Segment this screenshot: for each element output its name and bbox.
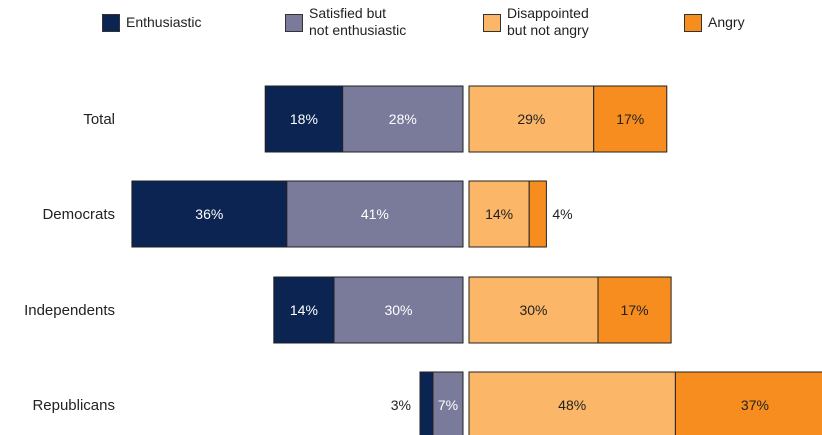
legend-swatch-enthusiastic bbox=[102, 14, 120, 32]
bar-independents-angry bbox=[597, 276, 672, 344]
bar-republicans-disappointed bbox=[468, 371, 676, 435]
bar-republicans-satisfied-but bbox=[432, 371, 464, 435]
bar-independents-enthusiastic bbox=[273, 276, 335, 344]
data-label-democrats-satisfied-but: 41% bbox=[361, 206, 389, 222]
legend-label-angry: Angry bbox=[708, 14, 745, 30]
data-label-democrats-disappointed: 14% bbox=[485, 206, 513, 222]
bar-independents-satisfied-but bbox=[333, 276, 464, 344]
data-label-independents-enthusiastic: 14% bbox=[290, 302, 318, 318]
legend-swatch-disappointed bbox=[483, 14, 501, 32]
data-label-democrats-angry: 4% bbox=[552, 206, 572, 222]
bar-democrats-satisfied-but bbox=[286, 180, 464, 248]
data-label-republicans-enthusiastic: 3% bbox=[391, 397, 411, 413]
bar-total-enthusiastic bbox=[264, 85, 344, 153]
data-label-republicans-disappointed: 48% bbox=[558, 397, 586, 413]
bar-democrats-enthusiastic bbox=[131, 180, 288, 248]
legend-item-disappointed: Disappointed but not angry bbox=[483, 5, 589, 39]
bar-republicans-enthusiastic bbox=[419, 371, 434, 435]
bars-layer bbox=[131, 85, 822, 435]
category-label-total: Total bbox=[83, 111, 115, 128]
legend-item-enthusiastic: Enthusiastic bbox=[102, 5, 201, 32]
data-label-total-satisfied-but: 28% bbox=[389, 111, 417, 127]
category-label-independents: Independents bbox=[24, 302, 115, 319]
bar-total-angry bbox=[593, 85, 668, 153]
bar-total-satisfied-but bbox=[342, 85, 464, 153]
data-label-total-enthusiastic: 18% bbox=[290, 111, 318, 127]
category-label-republicans: Republicans bbox=[32, 397, 115, 414]
bar-democrats-angry bbox=[528, 180, 547, 248]
bar-democrats-disappointed bbox=[468, 180, 530, 248]
legend-swatch-satisfied bbox=[285, 14, 303, 32]
legend-swatch-angry bbox=[684, 14, 702, 32]
bar-republicans-angry bbox=[674, 371, 822, 435]
data-label-total-disappointed: 29% bbox=[517, 111, 545, 127]
data-label-independents-angry: 17% bbox=[621, 302, 649, 318]
legend-label-disappointed: Disappointed but not angry bbox=[507, 5, 589, 38]
legend-item-angry: Angry bbox=[684, 5, 745, 32]
legend-label-enthusiastic: Enthusiastic bbox=[126, 14, 202, 30]
data-label-democrats-enthusiastic: 36% bbox=[195, 206, 223, 222]
data-label-independents-satisfied-but: 30% bbox=[384, 302, 412, 318]
data-label-total-angry: 17% bbox=[616, 111, 644, 127]
category-label-democrats: Democrats bbox=[42, 206, 115, 223]
bar-independents-disappointed bbox=[468, 276, 599, 344]
data-label-republicans-angry: 37% bbox=[741, 397, 769, 413]
labels-layer: Total 28% 18% 29% 17% Democrats 41% 36% 14% 4% Ind… bbox=[24, 111, 769, 414]
legend-item-satisfied: Satisfied but not enthusiastic bbox=[285, 5, 406, 39]
legend-label-satisfied: Satisfied but not enthusiastic bbox=[309, 5, 407, 38]
data-label-republicans-satisfied-but: 7% bbox=[438, 397, 458, 413]
data-label-independents-disappointed: 30% bbox=[519, 302, 547, 318]
